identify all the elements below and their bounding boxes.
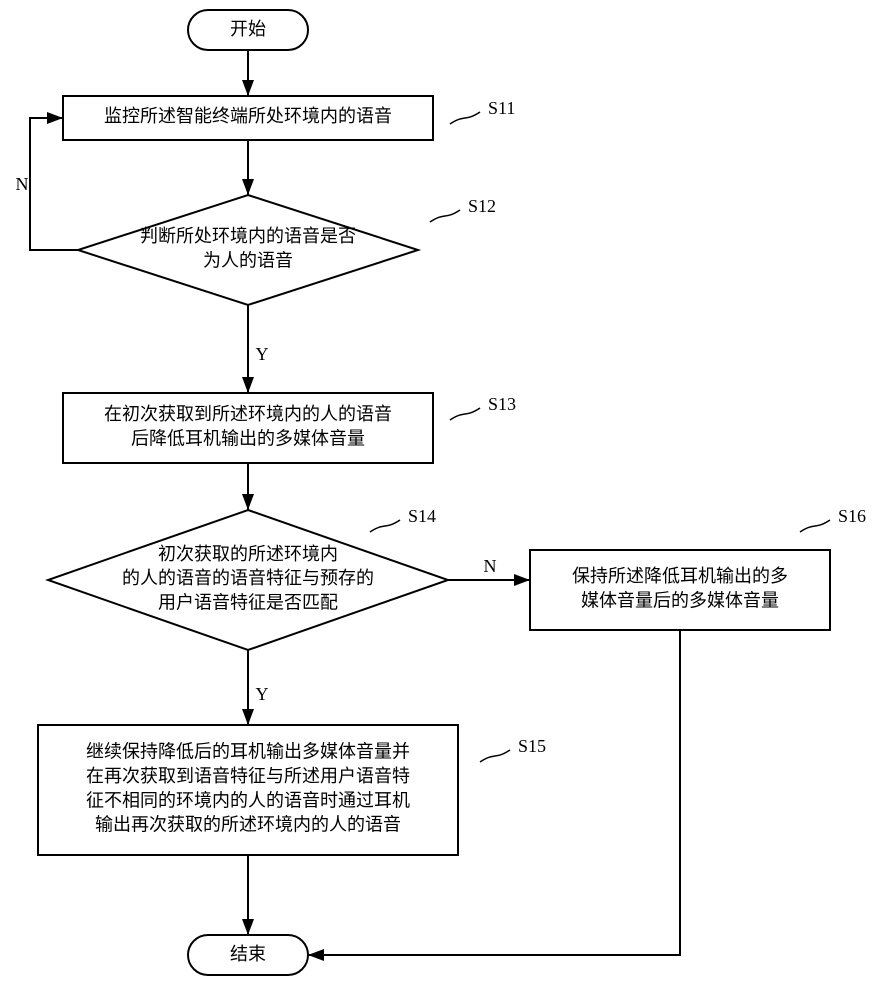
- tag-connector: [370, 520, 400, 532]
- node-text: 输出再次获取的所述环境内的人的语音: [95, 815, 401, 835]
- step-tag: S16: [838, 506, 866, 526]
- node-text: 为人的语音: [203, 250, 293, 270]
- edge-label: Y: [256, 344, 269, 364]
- node-text: 在初次获取到所述环境内的人的语音: [104, 404, 392, 424]
- tag-connector: [450, 112, 480, 124]
- node-text: 结束: [230, 944, 266, 964]
- node-text: 监控所述智能终端所处环境内的语音: [104, 106, 392, 126]
- node-text: 用户语音特征是否匹配: [158, 592, 338, 612]
- edge-label: Y: [256, 684, 269, 704]
- edge-label: N: [484, 556, 497, 576]
- step-tag: S15: [518, 736, 546, 756]
- node-text: 后降低耳机输出的多媒体音量: [131, 428, 365, 448]
- step-tag: S14: [408, 506, 436, 526]
- edge-label: N: [16, 174, 29, 194]
- step-tag: S11: [488, 98, 515, 118]
- flowchart: 开始监控所述智能终端所处环境内的语音 S11 判断所处环境内的语音是否为人的语音 S1…: [0, 0, 883, 1000]
- tag-connector: [800, 520, 830, 532]
- node-text: 继续保持降低后的耳机输出多媒体音量并: [86, 742, 410, 762]
- tag-connector: [480, 750, 510, 762]
- tag-connector: [450, 408, 480, 420]
- node-text: 在再次获取到语音特征与所述用户语音特: [86, 766, 410, 786]
- node-text: 初次获取的所述环境内: [158, 544, 338, 564]
- step-tag: S13: [488, 394, 516, 414]
- node-text: 开始: [230, 19, 266, 39]
- node-text: 媒体音量后的多媒体音量: [581, 590, 779, 610]
- step-tag: S12: [468, 196, 496, 216]
- tag-connector: [430, 210, 460, 222]
- node-text: 判断所处环境内的语音是否: [140, 226, 356, 246]
- node-text: 征不相同的环境内的人的语音时通过耳机: [86, 790, 410, 810]
- node-text: 的人的语音的语音特征与预存的: [122, 568, 374, 588]
- node-text: 保持所述降低耳机输出的多: [572, 566, 788, 586]
